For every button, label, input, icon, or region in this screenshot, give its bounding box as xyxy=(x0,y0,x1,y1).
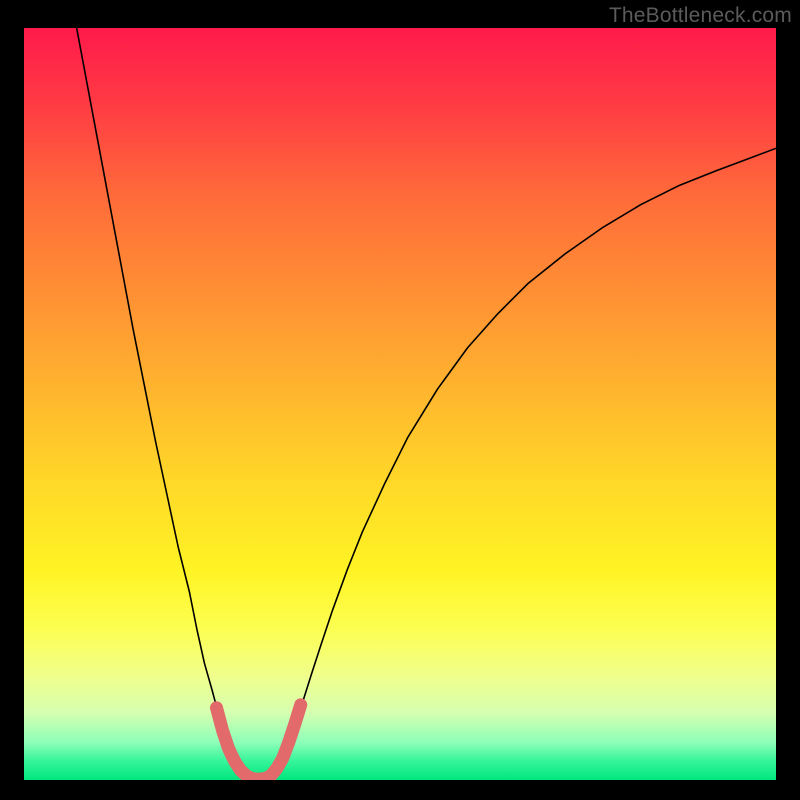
plot-area xyxy=(24,28,776,780)
curve-layer xyxy=(24,28,776,780)
bottleneck-curve xyxy=(77,28,776,779)
watermark-text: TheBottleneck.com xyxy=(609,4,792,28)
chart-frame: TheBottleneck.com xyxy=(0,0,800,800)
optimal-range-highlight xyxy=(217,705,301,779)
